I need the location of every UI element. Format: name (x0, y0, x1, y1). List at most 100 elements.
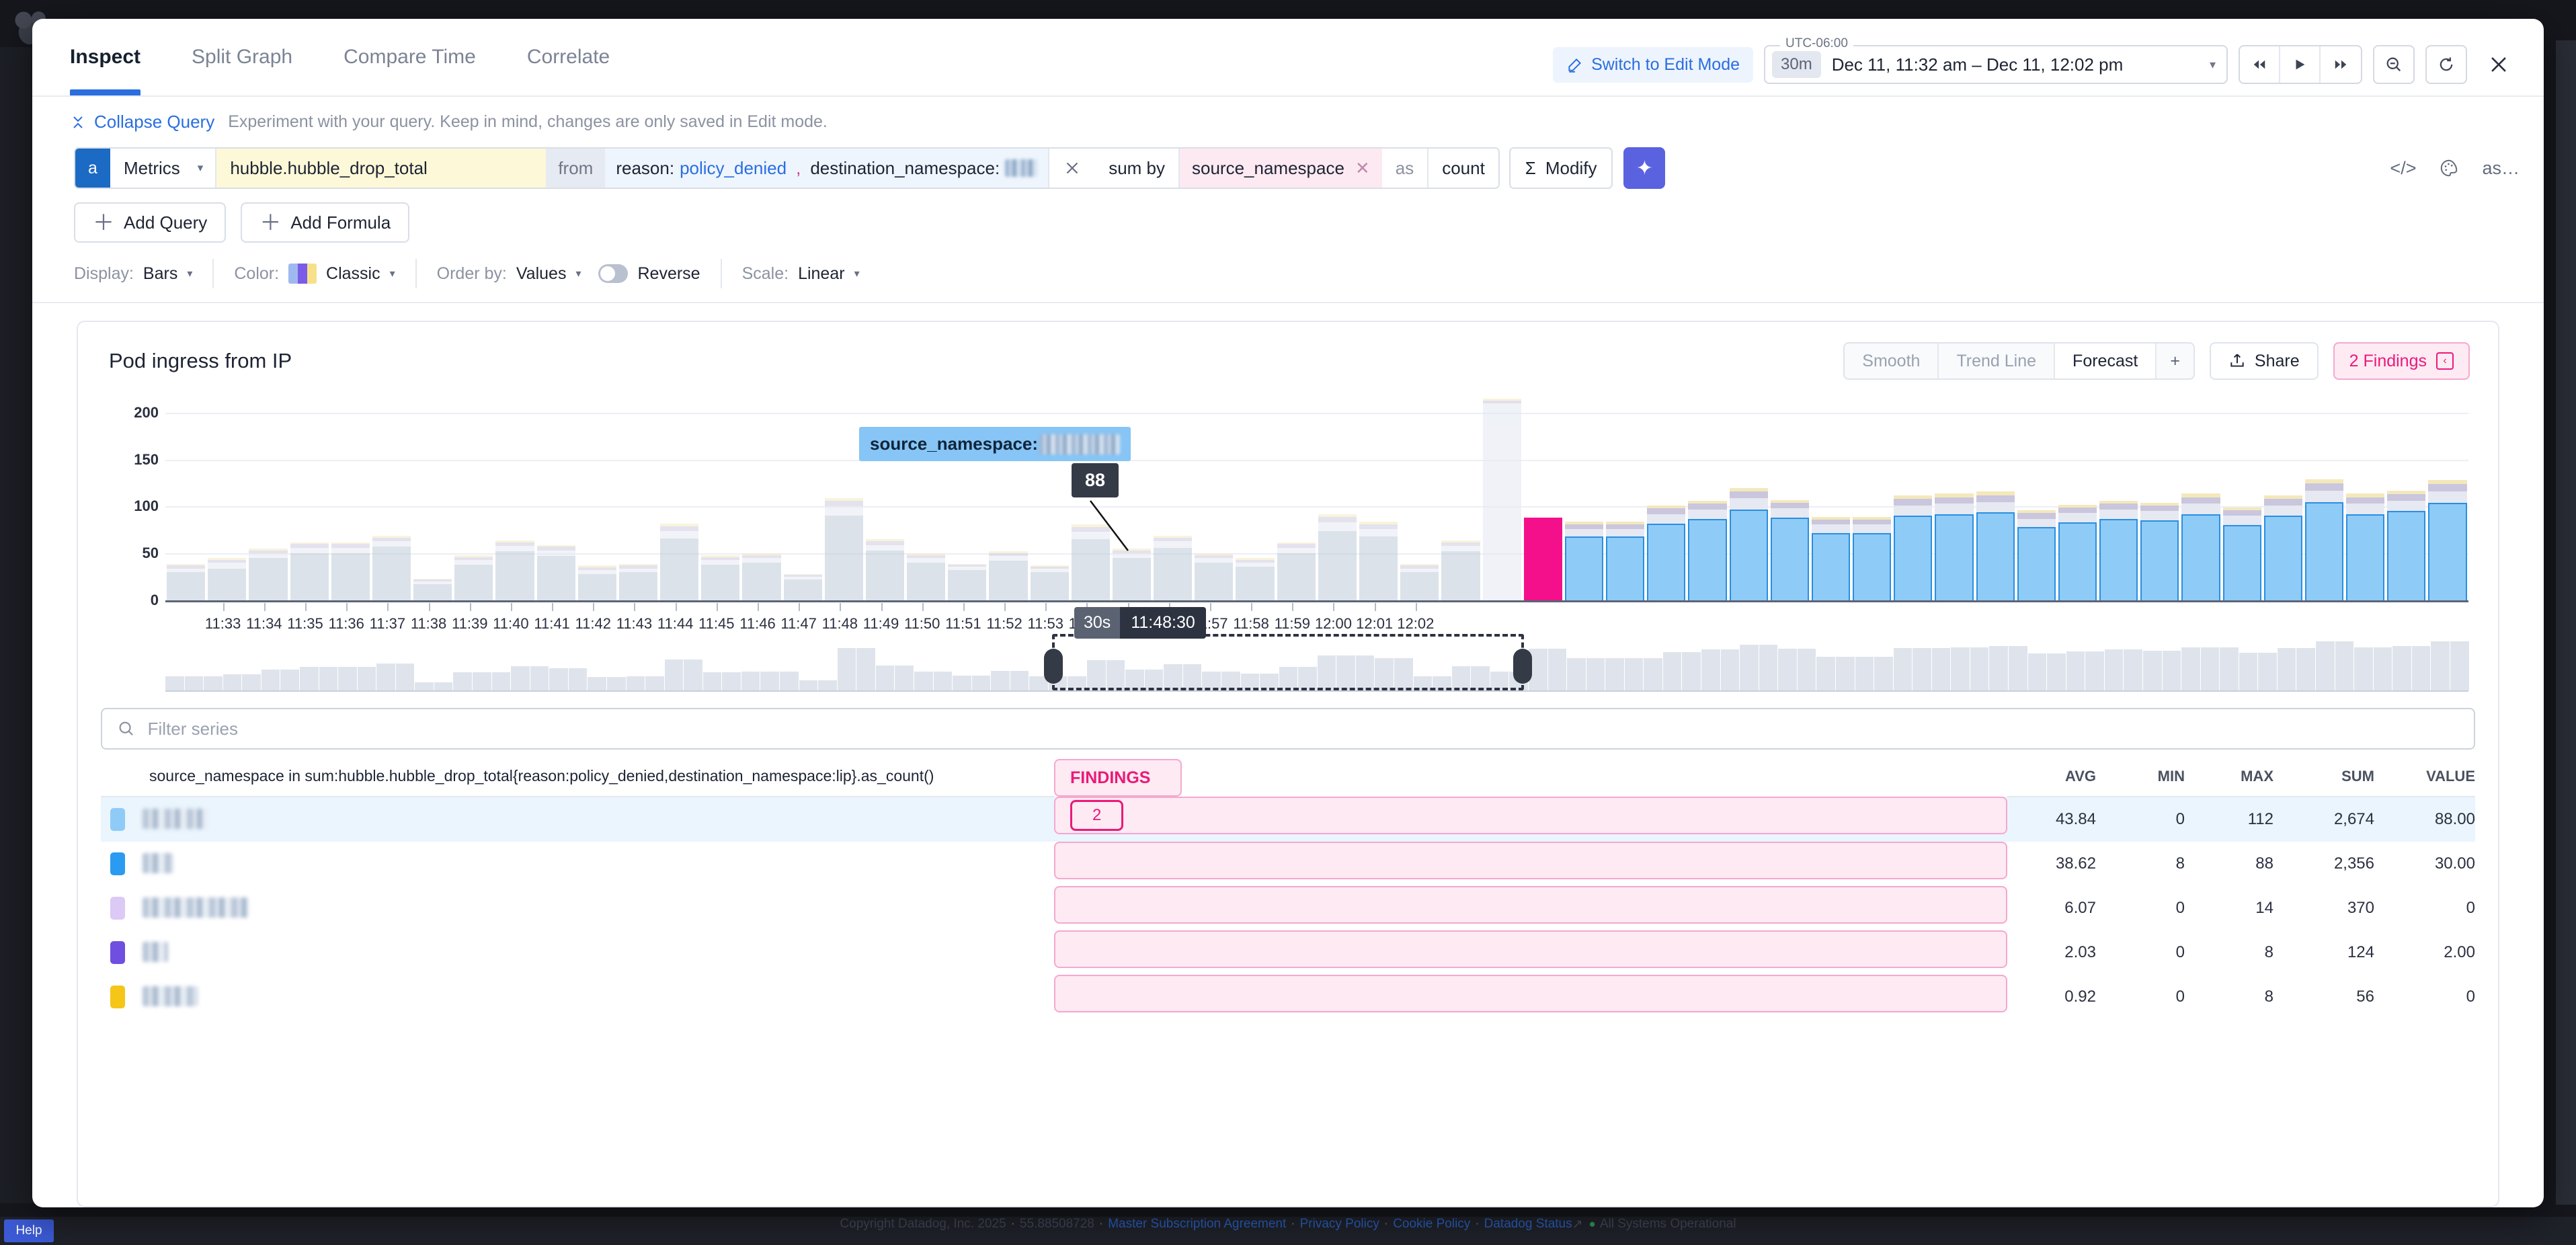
chevron-down-icon[interactable]: ▾ (389, 268, 395, 280)
chart-bar[interactable] (700, 399, 741, 600)
chart-plot-area[interactable]: 0 50 100 150 200 11:33 11:34 11:35 11:36 11:37 11… (101, 399, 2475, 639)
reset-zoom-button[interactable] (2425, 45, 2467, 84)
chart-bar[interactable] (2304, 399, 2345, 600)
reverse-toggle[interactable] (598, 264, 629, 283)
chart-bar[interactable] (330, 399, 371, 600)
chart-bar[interactable] (1769, 399, 1810, 600)
chart-bar[interactable] (494, 399, 535, 600)
chart-bar[interactable] (1646, 399, 1687, 600)
ai-suggest-button[interactable]: ✦ (1623, 147, 1666, 189)
legend-series-name[interactable] (101, 886, 1054, 930)
help-button[interactable]: Help (4, 1219, 54, 1242)
time-range-minimap[interactable] (165, 633, 2469, 692)
order-by-value[interactable]: Values (516, 264, 567, 283)
column-avg[interactable]: AVG (2007, 759, 2096, 797)
chart-bar[interactable] (1523, 399, 1564, 600)
code-view-icon[interactable]: </> (2390, 157, 2417, 178)
color-value[interactable]: Classic (326, 264, 380, 283)
clear-tags-button[interactable] (1048, 149, 1096, 188)
footer-link-msa[interactable]: Master Subscription Agreement (1108, 1217, 1287, 1231)
add-formula-button[interactable]: ＋ Add Formula (241, 202, 410, 243)
chart-bar[interactable] (289, 399, 330, 600)
chart-bar[interactable] (905, 399, 947, 600)
smooth-button[interactable]: Smooth (1845, 344, 1939, 378)
trend-line-button[interactable]: Trend Line (1939, 344, 2056, 378)
as-value[interactable]: count (1428, 149, 1498, 188)
chart-bar[interactable] (618, 399, 659, 600)
legend-series-name[interactable] (101, 930, 1054, 975)
table-row[interactable]: 2 43.84 0 112 2,674 88.00 (101, 797, 2475, 842)
footer-link-status[interactable]: Datadog Status (1484, 1217, 1572, 1231)
chart-bar[interactable] (2139, 399, 2180, 600)
chart-bar[interactable] (864, 399, 905, 600)
time-range-picker[interactable]: UTC-06:00 30m Dec 11, 11:32 am – Dec 11,… (1764, 36, 2228, 84)
close-modal-button[interactable] (2478, 45, 2520, 84)
chart-bar[interactable] (1810, 399, 1851, 600)
display-value[interactable]: Bars (143, 264, 178, 283)
switch-to-edit-mode-button[interactable]: Switch to Edit Mode (1553, 46, 1753, 83)
chart-bar[interactable] (206, 399, 247, 600)
chart-bar[interactable] (1276, 399, 1317, 600)
search-input[interactable] (147, 718, 2459, 739)
step-back-button[interactable] (2240, 46, 2280, 83)
table-row[interactable]: 6.07 0 14 370 0 (101, 886, 2475, 930)
footer-link-privacy[interactable]: Privacy Policy (1299, 1217, 1379, 1231)
modify-button[interactable]: Σ Modify (1508, 147, 1613, 189)
chart-bar[interactable] (947, 399, 988, 600)
remove-group-by-icon[interactable]: ✕ (1355, 157, 1370, 178)
chevron-down-icon[interactable]: ▾ (187, 268, 193, 280)
chart-bar[interactable] (1029, 399, 1070, 600)
chart-bar[interactable] (412, 399, 453, 600)
chevron-down-icon[interactable]: ▾ (575, 268, 581, 280)
footer-link-cookie[interactable]: Cookie Policy (1393, 1217, 1471, 1231)
chart-bar[interactable] (2016, 399, 2057, 600)
scale-value[interactable]: Linear (798, 264, 845, 283)
chart-bar[interactable] (2386, 399, 2427, 600)
column-sum[interactable]: SUM (2273, 759, 2374, 797)
legend-series-name[interactable] (101, 975, 1054, 1019)
tag-filter-input[interactable]: reason: policy_denied , destination_names… (605, 149, 1049, 188)
legend-color-swatch[interactable] (110, 852, 125, 875)
chart-bar[interactable] (1482, 399, 1523, 600)
chart-bar[interactable] (2345, 399, 2386, 600)
chart-bars[interactable] (165, 399, 2468, 600)
chart-bar[interactable] (2222, 399, 2263, 600)
chart-bar[interactable] (1440, 399, 1481, 600)
play-button[interactable] (2280, 46, 2321, 83)
chart-bar[interactable] (2098, 399, 2139, 600)
column-value[interactable]: VALUE (2374, 759, 2475, 797)
brush-handle-right[interactable] (1513, 649, 1533, 684)
chart-bar[interactable] (988, 399, 1029, 600)
chart-bar[interactable] (2427, 399, 2468, 600)
chart-bar[interactable] (1070, 399, 1111, 600)
legend-color-swatch[interactable] (110, 986, 125, 1008)
legend-series-name[interactable] (101, 842, 1054, 886)
query-source-select[interactable]: Metrics ▾ (110, 149, 217, 188)
filter-series-box[interactable] (101, 708, 2475, 750)
chart-bar[interactable] (165, 399, 206, 600)
chart-bar[interactable] (1975, 399, 2016, 600)
chart-bar[interactable] (2263, 399, 2304, 600)
chart-bar[interactable] (536, 399, 577, 600)
findings-button[interactable]: 2 Findings ‹ (2333, 342, 2470, 380)
chart-bar[interactable] (371, 399, 412, 600)
collapse-query-button[interactable]: Collapse Query (70, 112, 214, 132)
minimap-brush-selection[interactable] (1044, 634, 1533, 690)
palette-icon[interactable] (2439, 158, 2459, 178)
findings-cell[interactable]: 2 (1054, 797, 2007, 834)
chart-bar[interactable] (1193, 399, 1234, 600)
chart-bar[interactable] (1234, 399, 1275, 600)
share-button[interactable]: Share (2209, 342, 2319, 380)
table-row[interactable]: 2.03 0 8 124 2.00 (101, 930, 2475, 975)
metric-input[interactable]: hubble.hubble_drop_total (216, 149, 547, 188)
legend-color-swatch[interactable] (110, 897, 125, 920)
legend-series-name[interactable] (101, 797, 1054, 842)
add-query-button[interactable]: ＋ Add Query (74, 202, 227, 243)
chart-bar[interactable] (1728, 399, 1769, 600)
chart-bar[interactable] (1152, 399, 1193, 600)
chart-bar[interactable] (247, 399, 288, 600)
column-findings[interactable]: FINDINGS (1054, 759, 1182, 797)
as-more-label[interactable]: as… (2482, 157, 2520, 178)
tab-correlate[interactable]: Correlate (526, 46, 610, 68)
group-by-tag[interactable]: source_namespace ✕ (1180, 149, 1382, 188)
